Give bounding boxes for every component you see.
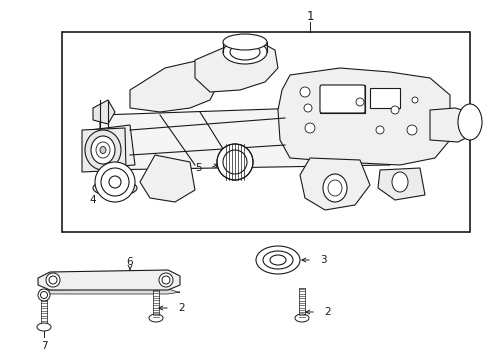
Text: 5: 5 bbox=[196, 163, 202, 173]
Ellipse shape bbox=[376, 126, 384, 134]
Ellipse shape bbox=[223, 34, 267, 50]
FancyBboxPatch shape bbox=[320, 85, 365, 113]
Ellipse shape bbox=[101, 168, 129, 196]
Bar bbox=[41, 300, 47, 325]
Ellipse shape bbox=[270, 255, 286, 265]
Text: 4: 4 bbox=[89, 195, 96, 205]
Text: 2: 2 bbox=[324, 307, 331, 317]
Bar bbox=[62, 32, 470, 232]
Ellipse shape bbox=[159, 273, 173, 287]
Polygon shape bbox=[430, 108, 472, 142]
Ellipse shape bbox=[223, 40, 267, 64]
Bar bbox=[370, 88, 400, 108]
Ellipse shape bbox=[323, 174, 347, 202]
Ellipse shape bbox=[328, 180, 342, 196]
Ellipse shape bbox=[230, 44, 260, 60]
Text: 6: 6 bbox=[127, 257, 133, 267]
Ellipse shape bbox=[223, 150, 247, 174]
Polygon shape bbox=[38, 270, 180, 290]
Ellipse shape bbox=[256, 246, 300, 274]
Bar bbox=[320, 85, 365, 113]
Text: 1: 1 bbox=[306, 9, 314, 23]
Ellipse shape bbox=[304, 104, 312, 112]
Polygon shape bbox=[300, 158, 370, 210]
Ellipse shape bbox=[91, 136, 115, 164]
Ellipse shape bbox=[263, 251, 293, 269]
Polygon shape bbox=[130, 60, 220, 112]
Ellipse shape bbox=[391, 106, 399, 114]
Polygon shape bbox=[90, 125, 135, 168]
Bar bbox=[299, 288, 305, 318]
Polygon shape bbox=[40, 289, 180, 294]
Bar bbox=[153, 290, 159, 318]
Ellipse shape bbox=[37, 323, 51, 331]
Ellipse shape bbox=[96, 142, 110, 158]
Polygon shape bbox=[378, 168, 425, 200]
Ellipse shape bbox=[100, 147, 106, 153]
Polygon shape bbox=[100, 105, 390, 170]
Ellipse shape bbox=[49, 276, 57, 284]
Ellipse shape bbox=[46, 273, 60, 287]
Ellipse shape bbox=[305, 123, 315, 133]
Ellipse shape bbox=[458, 104, 482, 140]
Ellipse shape bbox=[85, 130, 121, 170]
Ellipse shape bbox=[295, 314, 309, 322]
Polygon shape bbox=[195, 42, 278, 92]
Ellipse shape bbox=[109, 176, 121, 188]
Polygon shape bbox=[278, 68, 450, 165]
Text: 3: 3 bbox=[320, 255, 327, 265]
Ellipse shape bbox=[356, 98, 364, 106]
Ellipse shape bbox=[149, 314, 163, 322]
Ellipse shape bbox=[300, 87, 310, 97]
Ellipse shape bbox=[392, 172, 408, 192]
Polygon shape bbox=[140, 155, 195, 202]
Polygon shape bbox=[82, 128, 126, 172]
Ellipse shape bbox=[412, 97, 418, 103]
Text: 7: 7 bbox=[41, 341, 48, 351]
Polygon shape bbox=[93, 100, 115, 124]
Ellipse shape bbox=[407, 125, 417, 135]
Ellipse shape bbox=[41, 292, 48, 298]
Ellipse shape bbox=[162, 276, 170, 284]
Ellipse shape bbox=[93, 180, 137, 196]
Text: 2: 2 bbox=[178, 303, 185, 313]
Ellipse shape bbox=[95, 162, 135, 202]
Ellipse shape bbox=[217, 144, 253, 180]
Ellipse shape bbox=[38, 289, 50, 301]
